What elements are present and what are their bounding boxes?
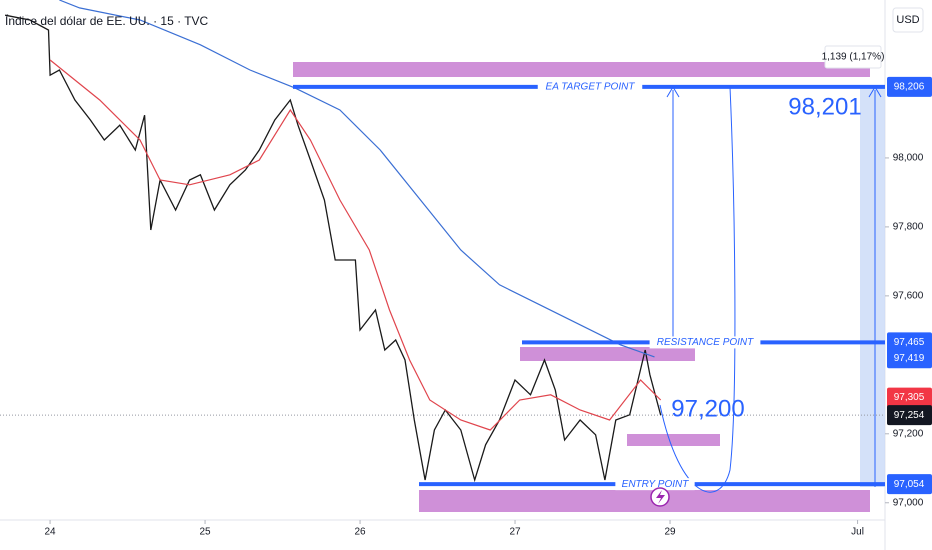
zone bbox=[520, 347, 695, 361]
price-label: 97,305 bbox=[894, 392, 925, 403]
measure-box bbox=[824, 45, 882, 69]
plot-area: EA TARGET POINT RESISTANCE POINT ENTRY POI… bbox=[0, 0, 885, 491]
price-label: 97,419 bbox=[894, 353, 925, 364]
price-label-box bbox=[887, 387, 932, 408]
x-tick-label: 27 bbox=[509, 527, 521, 538]
price-label-box bbox=[887, 348, 932, 369]
measure-label: 1,139 (1,17%) bbox=[822, 52, 885, 63]
event-bolt bbox=[656, 490, 665, 504]
y-tick-label: 97,600 bbox=[893, 291, 924, 302]
chart-title: Índice del dólar de EE. UU. · 15 · TVC bbox=[5, 13, 209, 28]
x-tick-label: 25 bbox=[199, 527, 211, 538]
level-label-bg bbox=[649, 336, 761, 349]
price-line bbox=[49, 59, 662, 431]
y-tick-label: 98,000 bbox=[893, 153, 924, 164]
zone bbox=[293, 62, 870, 77]
measure-band bbox=[860, 87, 885, 487]
level-label: RESISTANCE POINT bbox=[657, 337, 754, 348]
price-label-box bbox=[887, 76, 932, 97]
annotation: 97,200 bbox=[671, 395, 744, 422]
price-label-box bbox=[887, 332, 932, 353]
zone bbox=[627, 434, 720, 446]
price-label: 97,254 bbox=[894, 410, 925, 421]
x-tick-label: 29 bbox=[664, 527, 676, 538]
y-tick-label: 97,800 bbox=[893, 222, 924, 233]
currency-box[interactable] bbox=[892, 7, 924, 33]
price-label-box bbox=[887, 474, 932, 495]
level-label-bg bbox=[537, 80, 643, 93]
level-label-bg bbox=[615, 478, 695, 491]
zone bbox=[419, 490, 870, 512]
x-tick-label: Jul bbox=[851, 527, 864, 538]
drawings-back bbox=[293, 62, 885, 512]
annotation: 98,201 bbox=[788, 93, 861, 120]
price-line bbox=[59, 0, 655, 358]
x-tick-label: 24 bbox=[44, 527, 56, 538]
y-tick-label: 97,000 bbox=[893, 497, 924, 508]
price-label: 98,206 bbox=[894, 82, 925, 93]
y-tick-label: 97,200 bbox=[893, 428, 924, 439]
price-label-box bbox=[887, 405, 932, 426]
x-tick-label: 26 bbox=[354, 527, 366, 538]
price-label: 97,054 bbox=[894, 479, 925, 490]
price-label: 97,465 bbox=[894, 337, 925, 348]
level-label: ENTRY POINT bbox=[622, 479, 690, 490]
currency: USD bbox=[896, 14, 919, 26]
level-label: EA TARGET POINT bbox=[546, 82, 636, 93]
